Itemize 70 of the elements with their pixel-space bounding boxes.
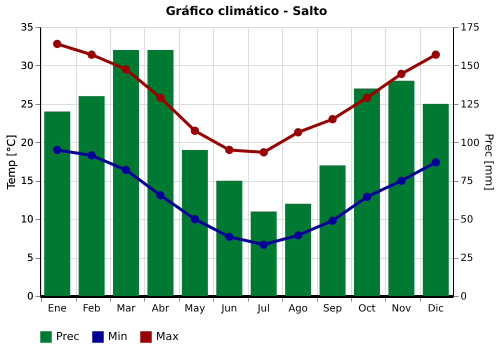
y-axis-title: Temp [°C] [4, 134, 18, 190]
bar [147, 50, 174, 296]
point [156, 191, 165, 200]
point [294, 231, 302, 240]
x-tick-label: May [184, 304, 206, 314]
y2-tick-label: 50 [460, 214, 474, 226]
point [190, 126, 200, 135]
bar [44, 112, 70, 296]
x-tick-label: Jul [256, 304, 270, 314]
chart-title: Gráfico climático - Salto [166, 4, 328, 18]
x-tick-label: Mar [116, 304, 136, 314]
point [87, 50, 96, 59]
x-tick-label: Nov [392, 304, 412, 314]
bar [250, 211, 277, 296]
bar [113, 50, 140, 296]
bar [78, 96, 105, 296]
y2-tick-label: 125 [460, 99, 480, 110]
bar [422, 104, 449, 296]
y-tick-label: 0 [27, 292, 34, 302]
point [156, 94, 165, 102]
y2-tick-label: 25 [460, 253, 474, 264]
x-tick-label: Oct [358, 304, 376, 314]
y-tick-label: 10 [20, 214, 34, 226]
point [432, 158, 440, 166]
y-tick-label: 15 [20, 176, 34, 188]
bar [354, 88, 380, 296]
x-tick-label: Dic [428, 304, 444, 314]
y2-tick-label: 100 [460, 138, 480, 149]
point [294, 128, 302, 136]
point [328, 115, 337, 124]
point [432, 50, 440, 59]
point [397, 176, 406, 185]
point [260, 240, 268, 249]
x-tick-label: Sep [323, 304, 342, 314]
point [87, 151, 96, 160]
y2-tick-label: 150 [460, 60, 480, 72]
y2-tick-label: 75 [460, 176, 474, 188]
bar [285, 204, 312, 296]
bar [182, 150, 208, 296]
bar [216, 180, 242, 296]
point [190, 214, 200, 224]
point [397, 70, 406, 78]
y2-tick-label: 0 [460, 292, 467, 302]
y-tick-label: 30 [20, 60, 34, 72]
x-tick-label: Ene [48, 304, 67, 314]
x-tick-label: Ago [288, 304, 308, 314]
legend-label: Min [108, 330, 128, 343]
x-tick-label: Abr [152, 304, 170, 314]
legend-label: Prec [56, 330, 80, 343]
bar [388, 80, 414, 296]
bar [320, 165, 346, 296]
y-tick-label: 25 [20, 99, 34, 110]
x-tick-label: Jun [220, 304, 238, 314]
point [225, 232, 234, 241]
y2-tick-label: 175 [460, 22, 480, 34]
point [260, 148, 268, 156]
point [362, 94, 372, 102]
point [53, 146, 62, 154]
point [53, 40, 62, 48]
y-tick-label: 20 [20, 138, 34, 149]
point [362, 192, 372, 202]
y-tick-label: 35 [20, 22, 34, 34]
point [122, 166, 130, 174]
legend-label: Max [156, 330, 180, 343]
y-tick-label: 5 [27, 253, 34, 264]
x-tick-label: Feb [82, 304, 100, 314]
y2-axis-title: Prec [mm] [482, 133, 496, 191]
point [328, 216, 337, 225]
point [225, 146, 234, 154]
point [122, 65, 130, 74]
